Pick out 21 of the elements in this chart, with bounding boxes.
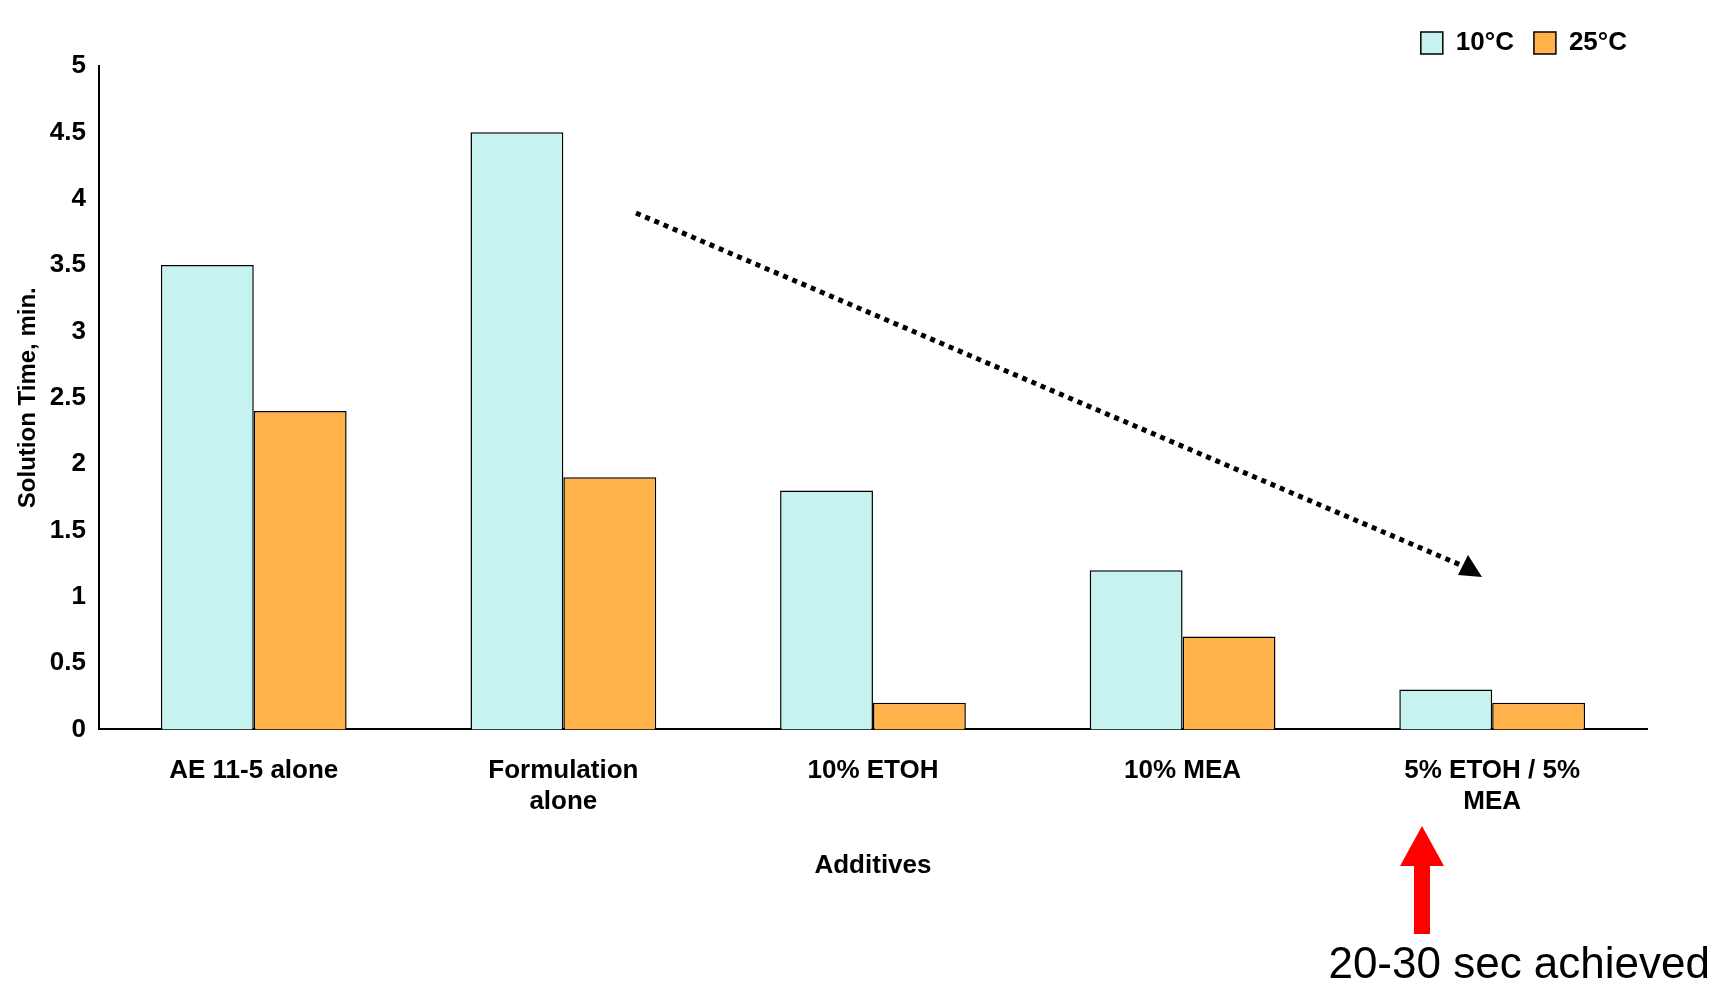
- x-tick-label: 5% ETOH / 5% MEA: [1404, 754, 1581, 816]
- x-tick-label: 10% MEA: [1124, 754, 1242, 785]
- y-tick-label: 0: [71, 712, 86, 743]
- text: 20-30 sec achieved: [1328, 938, 1710, 988]
- y-tick-label: 1.5: [49, 513, 86, 544]
- y-tick-label: 4.5: [49, 115, 86, 146]
- legend-label: 25°C: [1568, 26, 1628, 57]
- y-tick-label: 4: [71, 181, 87, 212]
- x-tick-label: AE 11-5 alone: [169, 754, 339, 785]
- y-tick-label: 1: [71, 579, 86, 610]
- x-tick-label: 10% ETOH: [807, 754, 939, 785]
- x-axis-title: Additives: [814, 848, 932, 879]
- y-tick-label: 2: [71, 447, 86, 478]
- y-tick-label: 3: [71, 314, 86, 345]
- y-axis-title: Solution Time, min.: [13, 287, 41, 509]
- y-tick-label: 5: [71, 49, 86, 80]
- y-tick-label: 0.5: [49, 646, 86, 677]
- y-tick-label: 3.5: [49, 248, 86, 279]
- x-tick-label: Formulation alone: [488, 754, 639, 816]
- legend-label: 10°C: [1455, 26, 1515, 57]
- y-tick-label: 2.5: [49, 380, 86, 411]
